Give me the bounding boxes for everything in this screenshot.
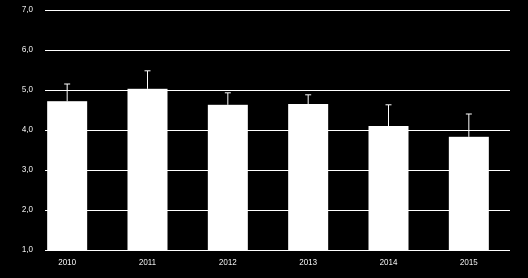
y-tick-label: 1,0 xyxy=(22,245,34,254)
x-tick-label: 2014 xyxy=(380,258,398,267)
bar xyxy=(127,88,168,250)
bar xyxy=(47,101,88,250)
y-tick-label: 3,0 xyxy=(22,165,34,174)
x-tick-label: 2010 xyxy=(58,258,76,267)
y-tick-label: 7,0 xyxy=(22,5,34,14)
bar xyxy=(207,104,248,250)
y-tick-label: 2,0 xyxy=(22,205,34,214)
y-tick-label: 5,0 xyxy=(22,85,34,94)
y-tick-label: 4,0 xyxy=(22,125,34,134)
bar xyxy=(288,104,329,250)
x-tick-label: 2015 xyxy=(460,258,478,267)
bar xyxy=(368,126,409,250)
bar xyxy=(448,136,489,250)
x-tick-label: 2011 xyxy=(139,258,157,267)
x-tick-label: 2013 xyxy=(299,258,317,267)
y-tick-label: 6,0 xyxy=(22,45,34,54)
x-tick-label: 2012 xyxy=(219,258,237,267)
